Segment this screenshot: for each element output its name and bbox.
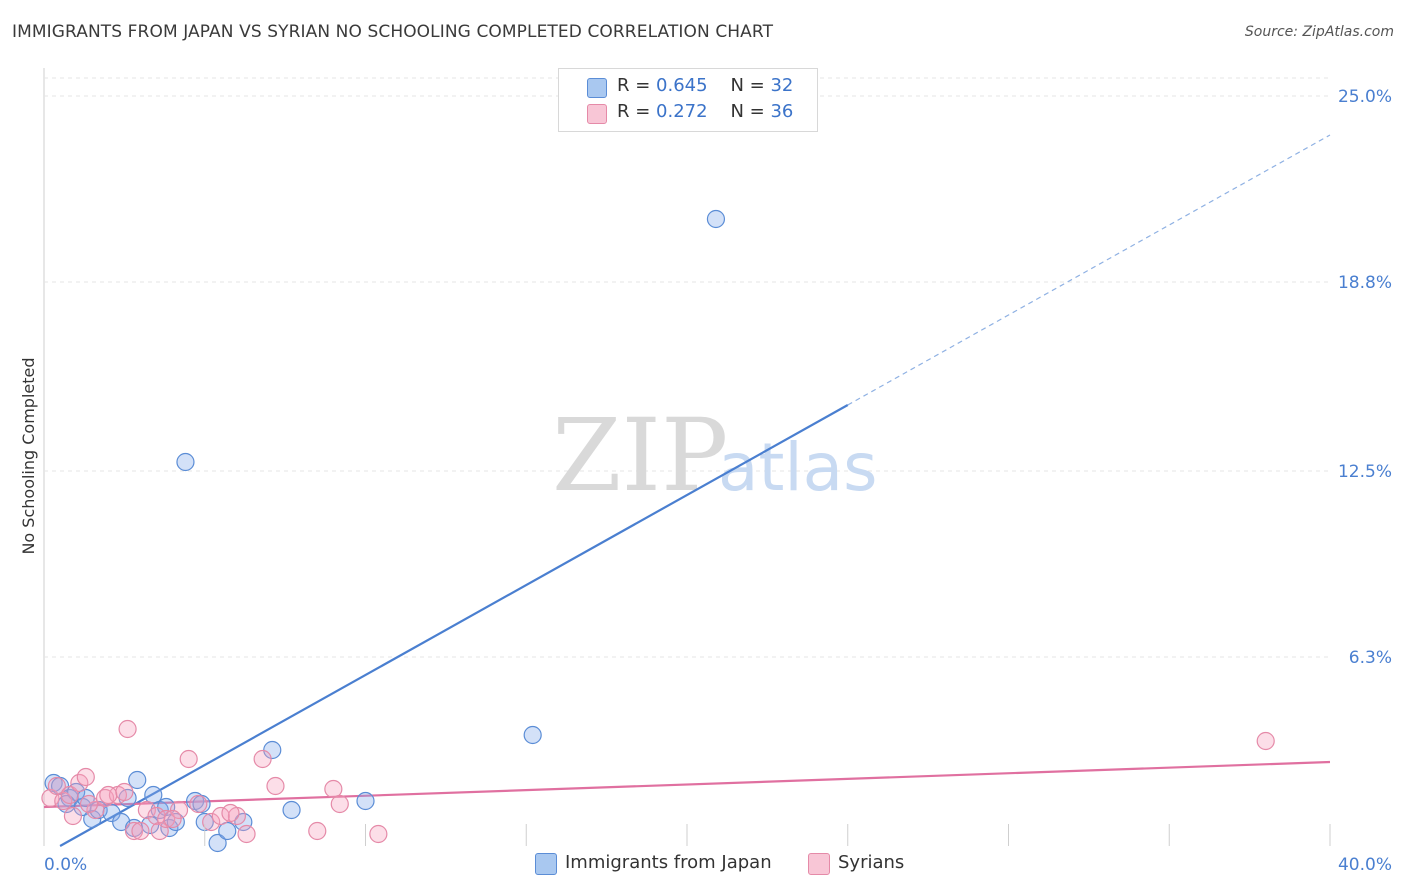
bottom-legend-label-syrians: Syrians [838,852,905,873]
trend-line-syrians [43,760,1331,809]
point-syrians [324,779,343,799]
bottom-legend-swatch-syrians [808,853,830,875]
y-tick-label: 18.8% [1338,273,1392,293]
point-syrians [1256,731,1275,751]
point-japan [356,791,375,811]
trend-line-japan [59,404,849,847]
point-syrians [99,785,118,805]
point-syrians [237,824,256,844]
point-syrians [308,821,327,841]
legend-r-value: 0.645 [656,75,708,96]
point-japan [706,209,726,229]
stats-legend: R = 0.645 N = 32 R = 0.272 N = 36 [558,68,818,132]
x-tick-label: 40.0% [1338,855,1392,875]
point-syrians [124,821,144,841]
y-tick-label: 25.0% [1338,87,1392,107]
legend-n-label: N = [730,75,771,96]
point-japan [140,815,160,835]
point-syrians [202,812,221,832]
tick-layer: 6.3% 12.5% 18.8% 25.0% 0.0% 40.0% [43,87,1392,875]
point-syrians [169,800,189,820]
chart-title: IMMIGRANTS FROM JAPAN VS SYRIAN NO SCHOO… [12,22,774,42]
watermark-zip: ZIP [552,397,728,514]
legend-n-value: 36 [770,101,794,122]
point-japan [176,452,195,472]
trend-line-japan-extension [847,134,1331,406]
source-label: Source: ZipAtlas.com [1244,24,1394,40]
legend-swatch-japan [587,78,607,98]
point-japan [208,833,227,853]
point-syrians [63,806,83,826]
point-syrians [137,800,156,820]
point-syrians [47,776,66,796]
point-japan [523,725,542,745]
y-tick-label: 6.3% [1349,648,1392,668]
point-syrians [221,803,240,823]
point-syrians [179,749,198,769]
trend-layer [43,134,1331,847]
point-syrians [118,719,137,739]
legend-r-value: 0.272 [656,101,708,122]
legend-n-label: N = [730,101,771,122]
watermark: ZIP atlas [552,397,878,514]
legend-r-label: R = [617,101,657,122]
point-syrians [189,794,208,814]
point-syrians [266,776,285,796]
watermark-atlas: atlas [718,429,878,506]
point-syrians [330,794,349,814]
point-syrians [131,821,150,841]
point-japan [144,785,163,805]
point-syrians [115,782,134,802]
legend-swatch-syrians [587,104,607,124]
point-syrians [163,809,182,829]
bottom-legend-label-japan: Immigrants from Japan [565,852,772,873]
point-syrians [369,824,388,844]
point-syrians [60,785,79,805]
x-tick-label: 0.0% [44,855,87,875]
point-japan [282,800,301,820]
legend-r-label: R = [617,75,657,96]
point-japan [128,770,147,790]
bottom-legend-swatch-japan [535,853,557,875]
y-axis-label: No Schooling Completed [19,357,38,554]
legend-n-value: 32 [770,75,794,96]
point-syrians [253,749,272,769]
point-syrians [157,809,176,829]
y-tick-label: 12.5% [1338,462,1392,482]
point-syrians [76,767,95,787]
points-layer [41,209,1275,853]
point-syrians [79,794,99,814]
point-japan [218,821,237,841]
